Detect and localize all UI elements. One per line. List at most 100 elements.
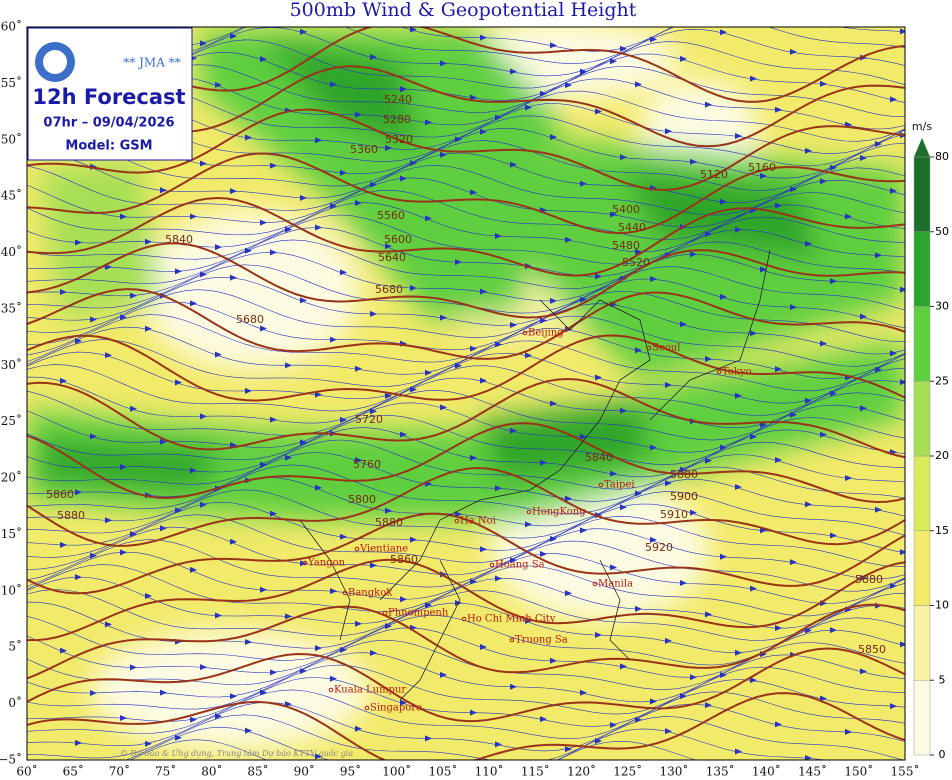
wind-arrow bbox=[60, 377, 67, 384]
colorbar-band bbox=[913, 605, 931, 681]
city-name: Phnompenh bbox=[388, 608, 449, 619]
wind-arrow bbox=[690, 15, 697, 21]
contour-label: 5900 bbox=[670, 490, 698, 503]
wind-arrow bbox=[820, 178, 827, 185]
wind-arrow bbox=[160, 525, 167, 532]
city-name: Singapore bbox=[370, 703, 422, 714]
wind-arrow bbox=[610, 470, 617, 477]
lon-label: 115˚ bbox=[521, 764, 550, 779]
colorbar-label: 30 bbox=[935, 300, 949, 313]
wind-arrow bbox=[215, 351, 222, 358]
lon-label: 90˚ bbox=[294, 764, 315, 779]
wind-arrow bbox=[260, 586, 267, 593]
wind-arrow bbox=[340, 533, 347, 540]
city-marker bbox=[454, 518, 460, 524]
wind-arrow bbox=[230, 274, 237, 281]
wind-arrow bbox=[510, 161, 517, 168]
map-frame bbox=[26, 26, 906, 761]
streamline bbox=[27, 589, 905, 641]
streamline bbox=[27, 689, 905, 740]
city-marker bbox=[716, 369, 722, 375]
wind-arrow bbox=[230, 538, 237, 545]
wind-arrow bbox=[890, 703, 897, 710]
streamline bbox=[27, 314, 905, 367]
contour-label: 5480 bbox=[612, 239, 640, 252]
contour-line bbox=[27, 603, 905, 680]
wind-arrow bbox=[285, 226, 292, 233]
wind-arrow bbox=[470, 578, 477, 585]
contour-line bbox=[27, 242, 905, 319]
wind-arrow bbox=[510, 427, 517, 434]
wind-arrow bbox=[650, 536, 657, 543]
city-marker bbox=[526, 509, 532, 515]
contour-label: 5120 bbox=[700, 168, 728, 181]
wind-arrow bbox=[355, 111, 362, 118]
lat-label: 35˚ bbox=[1, 300, 22, 315]
wind-arrow bbox=[565, 82, 572, 89]
wind-arrow bbox=[300, 439, 307, 446]
city-name: Beijing bbox=[528, 328, 564, 339]
wind-arrow bbox=[175, 268, 182, 275]
wind-arrow bbox=[145, 238, 152, 245]
wind-arrow bbox=[260, 325, 267, 332]
wind-arrow bbox=[190, 467, 197, 474]
wind-arrow bbox=[550, 657, 557, 664]
contour-label: 5600 bbox=[384, 233, 412, 246]
wind-arrow bbox=[200, 40, 207, 47]
wind-arrow bbox=[410, 284, 417, 291]
wind-arrow bbox=[845, 213, 852, 220]
wind-arrow bbox=[480, 34, 487, 41]
wind-arrow bbox=[230, 33, 237, 40]
wind-arrow bbox=[635, 605, 642, 612]
streamline bbox=[27, 701, 905, 752]
wind-arrow bbox=[565, 590, 572, 597]
wind-arrow bbox=[820, 695, 827, 702]
wind-arrow bbox=[595, 738, 602, 745]
wind-arrow bbox=[470, 454, 477, 461]
city-name: Yangon bbox=[307, 558, 346, 569]
wind-arrow bbox=[400, 431, 407, 438]
colorbar-label: 0 bbox=[939, 748, 946, 761]
wind-arrow bbox=[370, 408, 377, 415]
wind-arrow bbox=[60, 647, 67, 654]
wind-arrow bbox=[875, 366, 882, 373]
city-marker bbox=[354, 546, 360, 552]
wind-arrow bbox=[315, 137, 322, 144]
contour-label: 5520 bbox=[622, 256, 650, 269]
wind-arrow bbox=[190, 566, 197, 573]
wind-arrow bbox=[355, 200, 362, 207]
lon-label: 120˚ bbox=[567, 764, 596, 779]
city-name: Tokyo bbox=[722, 367, 752, 378]
wind-arrow bbox=[720, 553, 727, 560]
wind-arrow bbox=[580, 180, 587, 187]
contour-label: 5640 bbox=[378, 251, 406, 264]
wind-arrow bbox=[830, 627, 837, 634]
wind-arrow bbox=[130, 292, 137, 299]
wind-arrow bbox=[480, 377, 487, 384]
wind-arrow bbox=[790, 48, 797, 55]
streamline bbox=[27, 376, 905, 429]
wind-arrow bbox=[190, 213, 197, 220]
wind-arrow bbox=[565, 746, 572, 753]
wind-arrow bbox=[760, 266, 767, 273]
wind-arrow bbox=[540, 716, 547, 723]
streamline bbox=[27, 714, 904, 760]
city-name: Ho Chi Minh City bbox=[467, 614, 556, 625]
streamline bbox=[27, 390, 905, 441]
streamline bbox=[27, 501, 905, 554]
wind-arrow bbox=[525, 352, 532, 359]
wind-arrow bbox=[525, 104, 532, 111]
city-marker bbox=[646, 345, 652, 351]
contour-label: 5280 bbox=[383, 113, 411, 126]
streamline bbox=[27, 364, 905, 416]
wind-arrow bbox=[75, 239, 82, 246]
wind-arrow bbox=[875, 141, 882, 148]
wind-arrow bbox=[495, 485, 502, 492]
wind-arrow bbox=[720, 293, 727, 300]
wind-arrow bbox=[580, 689, 587, 696]
wind-arrow bbox=[470, 189, 477, 196]
wind-arrow bbox=[245, 638, 252, 645]
streamline bbox=[27, 539, 905, 592]
wind-arrow bbox=[735, 483, 742, 490]
contour-label: 5360 bbox=[350, 143, 378, 156]
